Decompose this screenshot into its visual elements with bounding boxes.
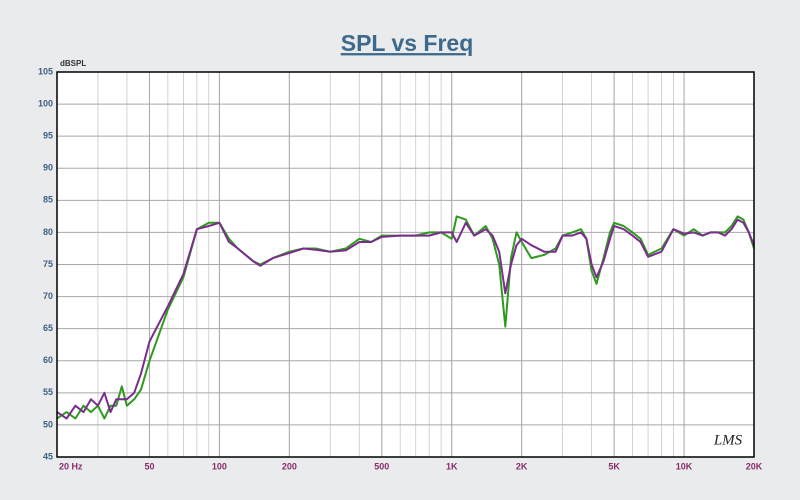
x-tick-label: 50: [144, 461, 154, 471]
y-tick-label: 105: [38, 66, 53, 76]
y-tick-label: 100: [38, 98, 53, 108]
watermark: LMS: [713, 432, 743, 448]
x-tick-label: 20 Hz: [59, 461, 83, 471]
y-tick-label: 60: [43, 355, 53, 365]
y-tick-label: 80: [43, 227, 53, 237]
chart-title: SPL vs Freq: [341, 30, 474, 56]
x-tick-label: 5K: [608, 461, 620, 471]
y-tick-label: 70: [43, 291, 53, 301]
y-tick-label: 90: [43, 163, 53, 173]
x-tick-label: 20K: [746, 461, 763, 471]
y-tick-label: 95: [43, 131, 53, 141]
x-tick-label: 2K: [516, 461, 528, 471]
x-tick-label: 200: [282, 461, 297, 471]
y-axis-label: dBSPL: [60, 59, 86, 68]
series-line: [56, 218, 755, 420]
y-tick-label: 75: [43, 259, 53, 269]
y-tick-label: 65: [43, 323, 53, 333]
y-tick-label: 45: [43, 451, 53, 461]
y-tick-label: 55: [43, 387, 53, 397]
y-tick-label: 85: [43, 195, 53, 205]
x-tick-label: 1K: [446, 461, 458, 471]
y-tick-label: 50: [43, 419, 53, 429]
series-line: [56, 215, 755, 420]
plot-border: [56, 71, 755, 458]
x-tick-label: 500: [374, 461, 389, 471]
x-tick-label: 100: [212, 461, 227, 471]
x-tick-label: 10K: [676, 461, 693, 471]
